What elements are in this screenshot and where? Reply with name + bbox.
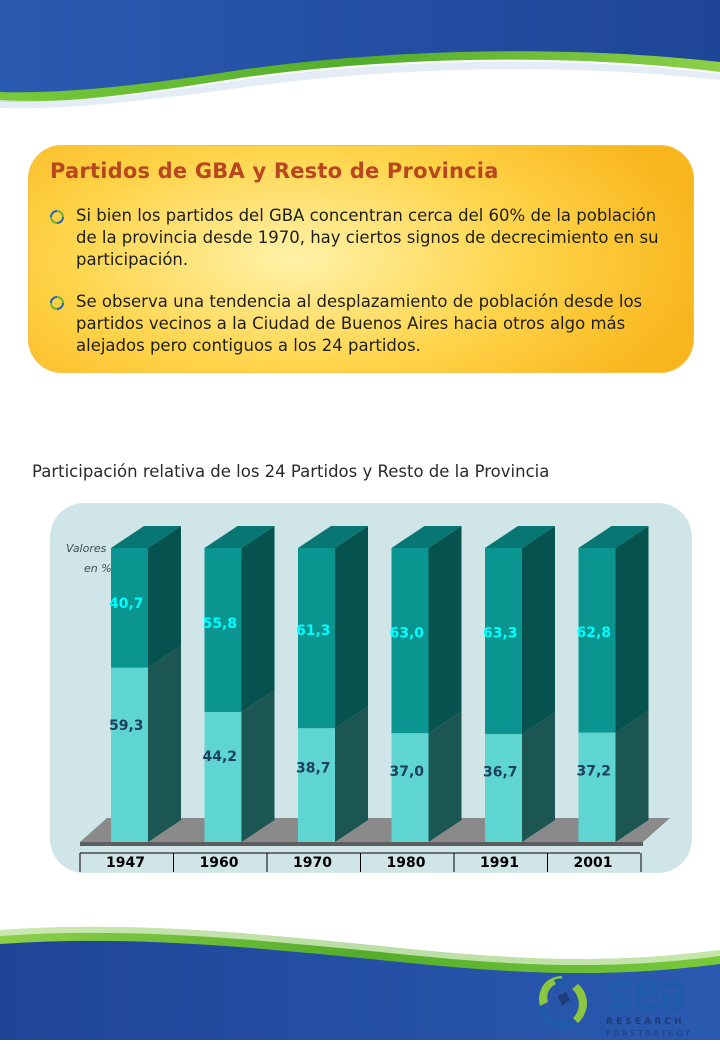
bar-segment-partidos: [111, 548, 148, 668]
bar-side-partidos: [428, 526, 462, 734]
bar-segment-partidos: [204, 548, 242, 713]
bar-side-resto: [335, 706, 368, 842]
top-wave-decoration: [0, 0, 720, 109]
bar-top-cap: [391, 526, 462, 548]
data-label-partidos: 63,3: [483, 626, 518, 642]
bar-side-resto: [241, 690, 275, 842]
data-label-resto: 36,7: [483, 764, 518, 780]
y-axis-label-line-1: Valores: [66, 542, 107, 555]
y-axis-label-line-2: en %: [84, 562, 112, 575]
bar-segment-resto: [111, 667, 148, 842]
bar-side-partidos: [148, 526, 181, 668]
bar-side-resto: [615, 710, 649, 842]
bullet-text-2: Se observa una tendencia al desplazamien…: [76, 292, 643, 355]
bar-segment-partidos: [391, 548, 429, 734]
chart-title: Participación relativa de los 24 Partido…: [32, 462, 550, 481]
logo-line-research: R E S E A R C H: [606, 1017, 682, 1027]
data-label-partidos: 61,3: [296, 623, 331, 639]
bar-segment-resto: [204, 712, 242, 842]
bullet-text-1: Si bien los partidos del GBA concentran …: [76, 206, 659, 269]
bar-side-resto: [148, 645, 181, 842]
data-label-resto: 37,0: [390, 764, 425, 780]
data-label-partidos: 40,7: [109, 596, 144, 612]
callout-title: Partidos de GBA y Resto de Provincia: [50, 159, 499, 183]
data-label-partidos: 55,8: [203, 616, 238, 632]
bar-side-partidos: [335, 526, 368, 729]
swirl-logo-icon: [539, 976, 587, 1030]
bar-side-resto: [428, 711, 462, 842]
bar-top-cap: [485, 526, 555, 548]
gea-logo-mark: R E S E A R C H F O R S T R A T E G Y: [539, 976, 690, 1038]
x-tick-label: 1947: [106, 855, 145, 871]
data-label-resto: 59,3: [109, 718, 144, 734]
x-tick-label: 1980: [387, 855, 426, 871]
bar-side-resto: [522, 712, 555, 842]
gea-wordmark: [610, 982, 684, 1010]
x-tick-label: 1970: [293, 855, 332, 871]
bar-segment-partidos: [485, 548, 522, 735]
logo-line-strategy: F O R S T R A T E G Y: [606, 1029, 690, 1038]
gea-logo: R E S E A R C H F O R S T R A T E G Y: [532, 968, 720, 1040]
bar-segment-resto: [485, 734, 522, 842]
bar-side-partidos: [615, 526, 649, 733]
bar-segment-partidos: [578, 548, 616, 733]
swirl-bullet-icon: [50, 296, 64, 310]
x-tick-label: 1991: [480, 855, 519, 871]
bar-side-partidos: [241, 526, 275, 713]
summary-callout: Partidos de GBA y Resto de Provincia Si …: [28, 145, 694, 373]
chart-floor-edge: [80, 842, 643, 846]
bar-top-cap: [111, 526, 181, 548]
bottom-wave-decoration: [0, 926, 720, 1040]
bar-top-cap: [204, 526, 275, 548]
x-tick-label: 2001: [574, 855, 613, 871]
data-label-resto: 44,2: [203, 749, 238, 765]
bar-segment-resto: [391, 733, 429, 842]
bar-side-partidos: [522, 526, 555, 735]
swirl-bullet-icon: [50, 210, 64, 224]
stacked-bar-chart: Valores en % 59,3 40,7 1947 44,2 55,8 1960 38,7 6…: [66, 526, 670, 872]
x-tick-label: 1960: [200, 855, 239, 871]
data-label-resto: 38,7: [296, 760, 331, 776]
bar-segment-resto: [578, 732, 616, 842]
bar-top-cap: [298, 526, 368, 548]
data-label-partidos: 63,0: [390, 625, 425, 641]
data-label-partidos: 62,8: [577, 625, 612, 641]
bar-top-cap: [578, 526, 649, 548]
bar-segment-partidos: [298, 548, 335, 729]
bar-segment-resto: [298, 728, 335, 842]
data-label-resto: 37,2: [577, 763, 612, 779]
